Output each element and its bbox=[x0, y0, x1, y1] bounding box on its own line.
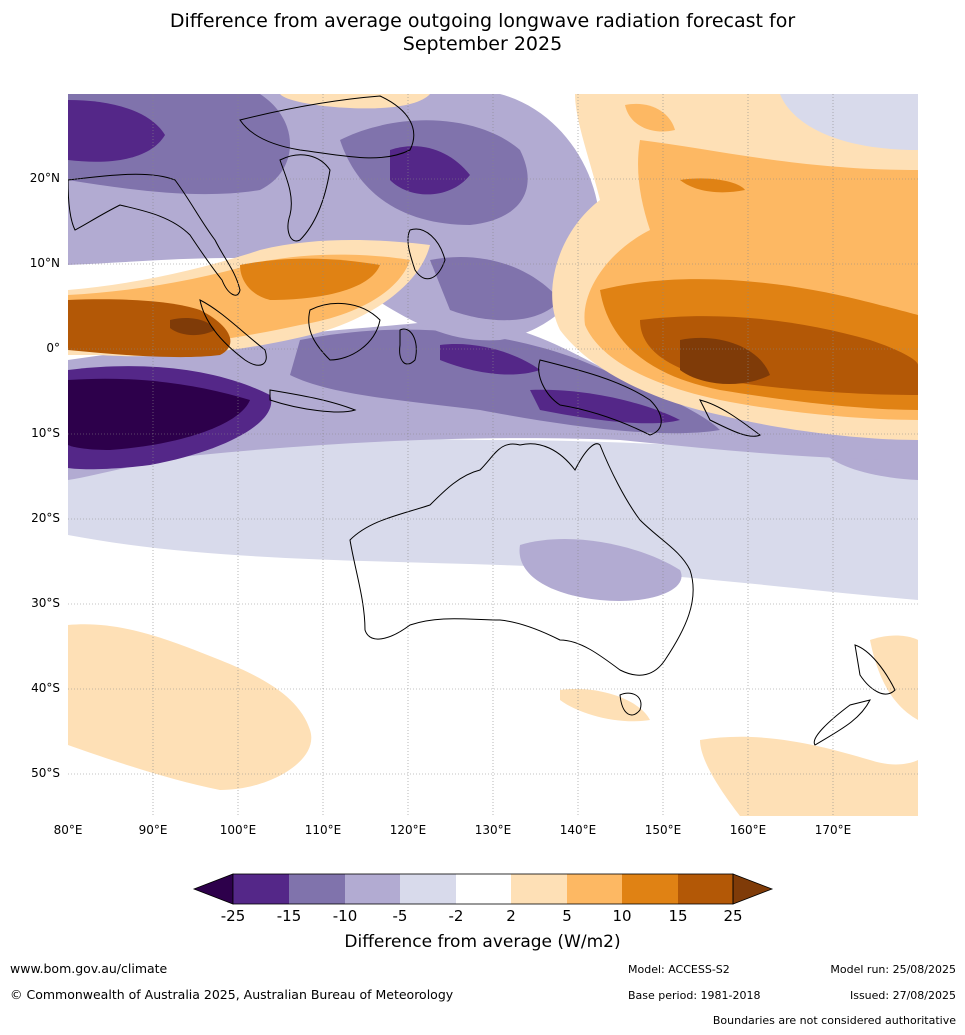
model-run-text: Model run: 25/08/2025 bbox=[830, 963, 956, 976]
colorbar-bin bbox=[678, 874, 733, 904]
sumatra-coastline bbox=[199, 299, 267, 366]
colorbar-tick: -15 bbox=[276, 907, 302, 925]
colorbar-tick: -25 bbox=[220, 907, 246, 925]
lon-label: 130°E bbox=[474, 823, 512, 837]
china-coastline bbox=[239, 95, 415, 159]
solomon-islands-coastline bbox=[699, 399, 761, 437]
colorbar bbox=[192, 873, 774, 905]
new-zealand-coastline bbox=[813, 644, 896, 746]
disclaimer-text: Boundaries are not considered authoritat… bbox=[712, 1014, 956, 1027]
lat-label: 10°S bbox=[31, 426, 60, 440]
base-period-text: Base period: 1981-2018 bbox=[628, 989, 761, 1002]
colorbar-tick: -2 bbox=[448, 907, 464, 925]
lon-label: 150°E bbox=[644, 823, 682, 837]
colorbar-bin bbox=[233, 874, 289, 904]
lat-label: 20°N bbox=[29, 171, 60, 185]
colorbar-tick: 2 bbox=[506, 907, 516, 925]
colorbar-bin bbox=[567, 874, 622, 904]
colorbar-tick: 5 bbox=[562, 907, 572, 925]
lon-label: 120°E bbox=[389, 823, 427, 837]
colorbar-bin bbox=[400, 874, 456, 904]
lat-label: 20°S bbox=[31, 511, 60, 525]
new-guinea-coastline bbox=[538, 359, 662, 436]
lon-label: 140°E bbox=[559, 823, 597, 837]
lat-label: 30°S bbox=[31, 596, 60, 610]
lat-label: 50°S bbox=[31, 766, 60, 780]
philippines-coastline bbox=[407, 228, 446, 280]
colorbar-tick: -5 bbox=[392, 907, 408, 925]
lat-label: 10°N bbox=[29, 256, 60, 270]
lon-label: 80°E bbox=[53, 823, 83, 837]
asia-mainland-coastline bbox=[68, 173, 241, 296]
colorbar-tick: 25 bbox=[723, 907, 743, 925]
colorbar-tick: -10 bbox=[332, 907, 358, 925]
borneo-coastline bbox=[308, 302, 381, 361]
lon-label: 90°E bbox=[138, 823, 168, 837]
bom-url-link[interactable]: www.bom.gov.au/climate bbox=[10, 961, 168, 976]
lat-label: 0° bbox=[46, 341, 60, 355]
colorbar-bin bbox=[456, 874, 511, 904]
java-coastline bbox=[269, 389, 357, 413]
colorbar-extend-low bbox=[192, 873, 234, 905]
lon-label: 160°E bbox=[729, 823, 767, 837]
sulawesi-coastline bbox=[399, 328, 417, 365]
lat-label: 40°S bbox=[31, 681, 60, 695]
lon-label: 100°E bbox=[219, 823, 257, 837]
colorbar-bin bbox=[289, 874, 345, 904]
title-line-1: Difference from average outgoing longwav… bbox=[169, 10, 796, 32]
graticule bbox=[68, 94, 918, 816]
colorbar-bin bbox=[345, 874, 400, 904]
indochina-coastline bbox=[279, 154, 331, 242]
title-line-2: September 2025 bbox=[402, 33, 563, 55]
map-title: Difference from average outgoing longwav… bbox=[0, 10, 965, 56]
colorbar-extend-high bbox=[732, 873, 774, 905]
colorbar-tick: 15 bbox=[668, 907, 688, 925]
issued-text: Issued: 27/08/2025 bbox=[849, 989, 956, 1002]
lon-label: 110°E bbox=[304, 823, 342, 837]
colorbar-tick: 10 bbox=[612, 907, 632, 925]
colorbar-label: Difference from average (W/m2) bbox=[344, 932, 621, 952]
lon-label: 170°E bbox=[814, 823, 852, 837]
tasmania-coastline bbox=[619, 692, 642, 716]
copyright-text: © Commonwealth of Australia 2025, Austra… bbox=[10, 987, 454, 1002]
colorbar-bin bbox=[622, 874, 678, 904]
colorbar-bin bbox=[511, 874, 567, 904]
model-text: Model: ACCESS-S2 bbox=[628, 963, 730, 976]
